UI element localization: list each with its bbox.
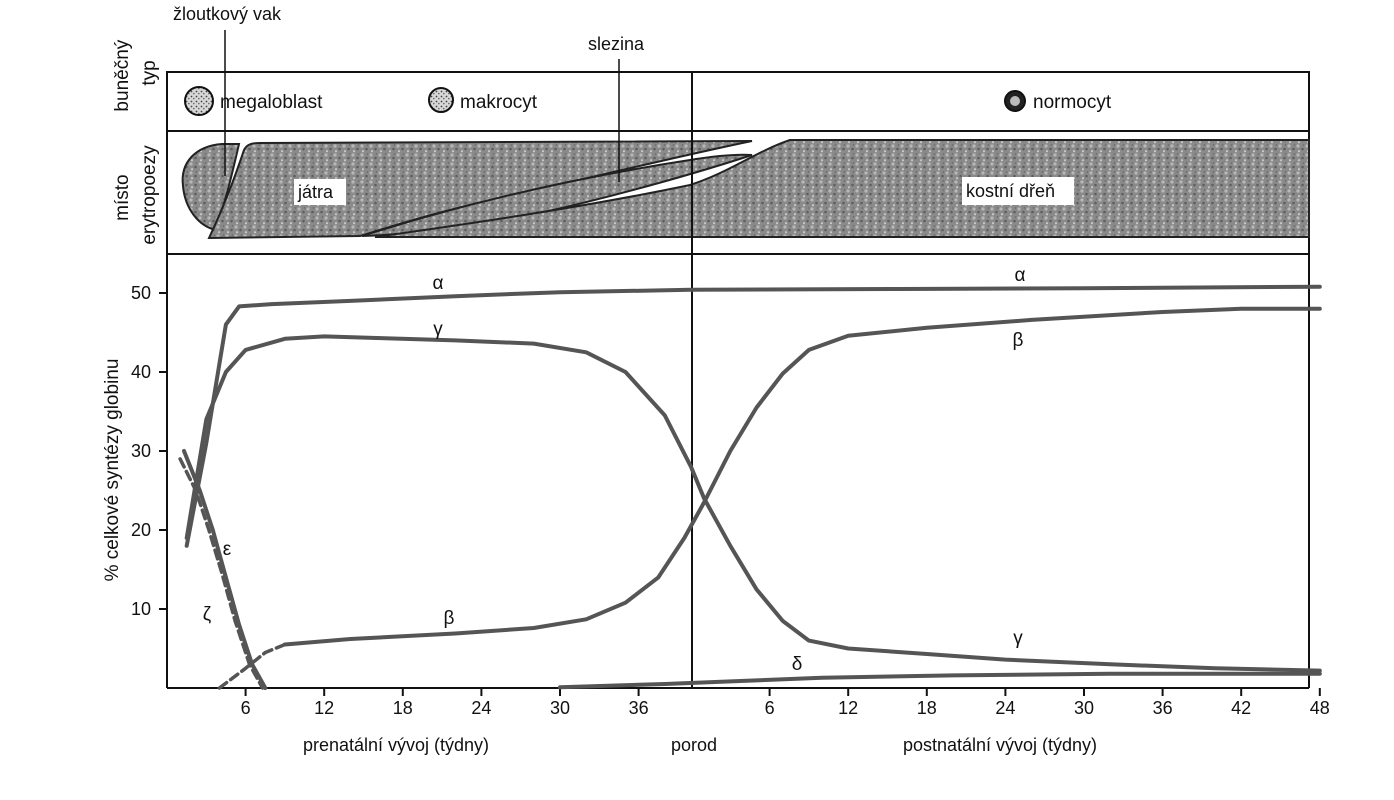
x-tick-label-prenatal: 30 <box>550 698 570 718</box>
x-tick-label-prenatal: 36 <box>629 698 649 718</box>
x-tick-label-postnatal: 12 <box>838 698 858 718</box>
y-ticks: 10 20 30 40 50 <box>131 283 167 619</box>
series-line-3 <box>558 671 1322 690</box>
spleen-callout: slezina <box>588 34 645 182</box>
makrocyt-icon <box>428 87 454 113</box>
series-label: β <box>1013 330 1024 351</box>
y-axis-title: % celkové syntézy globinu <box>102 359 123 582</box>
x-tick-label-prenatal: 12 <box>314 698 334 718</box>
row-label-erythropoiesis-site: místo erytropoezy <box>112 145 160 245</box>
yolk-sac-callout: žloutkový vak <box>173 4 282 176</box>
series-label: β <box>444 608 455 629</box>
svg-text:megaloblast: megaloblast <box>220 92 323 113</box>
y-tick-label: 30 <box>131 441 151 461</box>
x-axis-title-prenatal: prenatální vývoj (týdny) <box>303 735 489 755</box>
series-label: γ <box>433 319 443 340</box>
series-label: ζ <box>203 604 212 625</box>
bone-marrow-region <box>374 139 1310 238</box>
series-label: ε <box>223 539 232 560</box>
x-tick-label-postnatal: 6 <box>765 698 775 718</box>
y-tick-label: 20 <box>131 520 151 540</box>
svg-text:normocyt: normocyt <box>1033 92 1112 113</box>
row-label-cell-type: buněčný typ <box>112 34 160 111</box>
erythropoiesis-sites: játra kostní dřeň <box>181 139 1310 240</box>
x-tick-label-postnatal: 42 <box>1231 698 1251 718</box>
series-label: α <box>1015 265 1026 286</box>
series-line-4 <box>182 449 268 690</box>
x-tick-label-postnatal: 18 <box>917 698 937 718</box>
x-axis-title-birth: porod <box>671 735 717 755</box>
x-tick-label-postnatal: 48 <box>1310 698 1330 718</box>
y-tick-label: 40 <box>131 362 151 382</box>
series-line-6 <box>217 642 287 690</box>
x-ticks: 6 12 18 24 30 36 6 12 18 24 30 36 42 48 <box>241 688 1330 718</box>
liver-label: játra <box>297 182 334 202</box>
svg-text:slezina: slezina <box>588 34 645 54</box>
series-line-2 <box>282 306 1322 647</box>
megaloblast-icon <box>184 86 214 116</box>
plot-area <box>166 72 1310 689</box>
series-line-0 <box>184 284 1322 548</box>
series-label: γ <box>1013 628 1023 649</box>
x-axis-title-postnatal: postnatální vývoj (týdny) <box>903 735 1097 755</box>
normocyt-cell: normocyt <box>1004 90 1112 113</box>
svg-text:žloutkový vak: žloutkový vak <box>173 4 282 24</box>
y-tick-label: 10 <box>131 599 151 619</box>
series-line-1 <box>184 334 1322 673</box>
makrocyt-cell: makrocyt <box>428 87 538 113</box>
x-tick-label-prenatal: 18 <box>393 698 413 718</box>
svg-text:makrocyt: makrocyt <box>460 92 538 113</box>
x-tick-label-postnatal: 24 <box>995 698 1015 718</box>
series-layer: α α γ γ β β δ ε ζ <box>178 265 1322 690</box>
x-tick-label-prenatal: 24 <box>471 698 491 718</box>
series-label: δ <box>792 654 803 675</box>
y-tick-label: 50 <box>131 283 151 303</box>
x-tick-label-postnatal: 36 <box>1153 698 1173 718</box>
bone-marrow-label: kostní dřeň <box>966 181 1055 201</box>
series-label: α <box>433 273 444 294</box>
x-tick-label-postnatal: 30 <box>1074 698 1094 718</box>
megaloblast-cell: megaloblast <box>184 86 323 116</box>
x-tick-label-prenatal: 6 <box>241 698 251 718</box>
